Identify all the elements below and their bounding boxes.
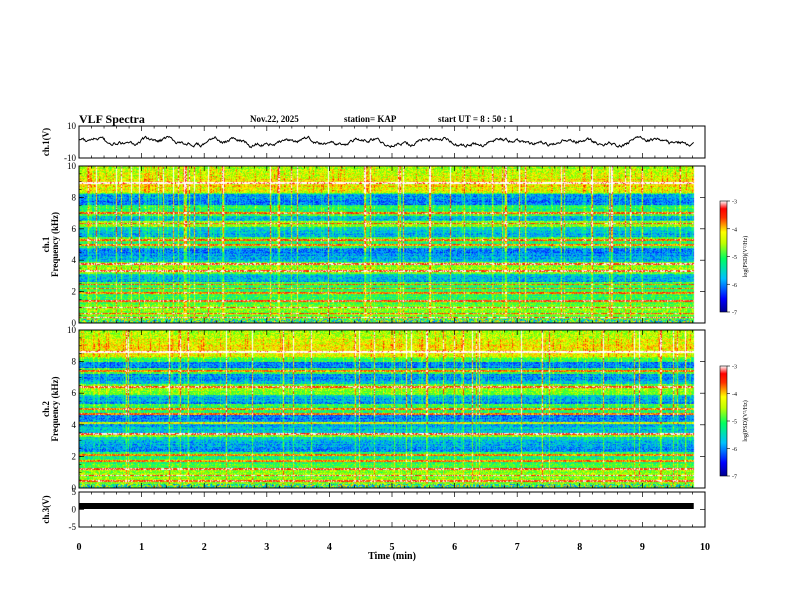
- ch1-spectrogram-colorbar: [719, 200, 728, 313]
- y-tick-label: 0: [72, 483, 77, 493]
- start-time-label: start UT = 8 : 50 : 1: [438, 114, 514, 124]
- colorbar-label: log(PSD)(V²/Hz): [742, 400, 749, 441]
- ch1-trace: [78, 135, 694, 149]
- x-tick-label: 7: [515, 542, 520, 553]
- ch3-waveform-frame: [78, 491, 706, 528]
- y-tick-label: 4: [72, 255, 77, 265]
- y-tick-label: 8: [72, 357, 77, 367]
- ch2-spectrogram-image: [79, 330, 705, 488]
- colorbar-tick-label: -3: [732, 365, 737, 371]
- y-tick-label: 6: [72, 388, 77, 398]
- y-tick-label: -5: [69, 522, 77, 532]
- y-tick-label: 0: [72, 505, 77, 515]
- colorbar-tick-label: -7: [732, 311, 737, 317]
- x-tick-label: 1: [139, 542, 144, 553]
- chart-title: VLF Spectra: [79, 112, 145, 126]
- y-tick-label: 0: [72, 318, 77, 328]
- x-tick-label: 10: [700, 542, 710, 553]
- colorbar-tick-label: -7: [732, 475, 737, 481]
- y-tick-label: 2: [72, 287, 77, 297]
- colorbar-tick-label: -6: [732, 447, 737, 453]
- x-axis-label: Time (min): [368, 551, 416, 562]
- y-tick-label: 10: [67, 325, 77, 335]
- ch1-waveform-ylabel: ch.1(V): [41, 128, 51, 156]
- colorbar-tick-label: -4: [732, 227, 737, 233]
- y-tick-label: 4: [72, 420, 77, 430]
- ch3-trace: [79, 503, 694, 509]
- x-tick-label: 5: [390, 542, 395, 553]
- y-tick-label: 5: [72, 487, 77, 497]
- colorbar-tick-label: -5: [732, 255, 737, 261]
- station-label: station= KAP: [344, 114, 397, 124]
- y-tick-label: 6: [72, 224, 77, 234]
- x-tick-label: 6: [452, 542, 457, 553]
- y-tick-label: -10: [64, 153, 76, 163]
- x-tick-label: 2: [202, 542, 207, 553]
- x-tick-label: 9: [640, 542, 645, 553]
- ch1-spectrogram-ylabel: ch.1: [41, 236, 51, 252]
- ch2-spectrogram-colorbar: [719, 365, 728, 477]
- colorbar-tick-label: -3: [732, 200, 737, 206]
- date-label: Nov.22, 2025: [250, 114, 299, 124]
- x-tick-label: 0: [77, 542, 82, 553]
- y-tick-label: 2: [72, 451, 77, 461]
- ch2-spectrogram-ylabel: ch.2: [41, 401, 51, 417]
- y-tick-label: 10: [67, 121, 77, 131]
- x-tick-label: 3: [264, 542, 269, 553]
- ch3-waveform-ylabel: ch.3(V): [41, 495, 51, 523]
- y-tick-label: 8: [72, 192, 77, 202]
- colorbar-tick-label: -6: [732, 283, 737, 289]
- colorbar-tick-label: -4: [732, 392, 737, 398]
- y-tick-label: 10: [67, 161, 77, 171]
- ch1-spectrogram-image: [79, 166, 705, 323]
- ch1-spectrogram-ylabel: Frequency (kHz): [50, 212, 60, 277]
- colorbar-tick-label: -5: [732, 420, 737, 426]
- colorbar-label: log(PSD)(V²/Hz): [742, 236, 749, 277]
- ch2-spectrogram-ylabel: Frequency (kHz): [50, 376, 60, 441]
- x-tick-label: 8: [577, 542, 582, 553]
- x-tick-label: 4: [327, 542, 332, 553]
